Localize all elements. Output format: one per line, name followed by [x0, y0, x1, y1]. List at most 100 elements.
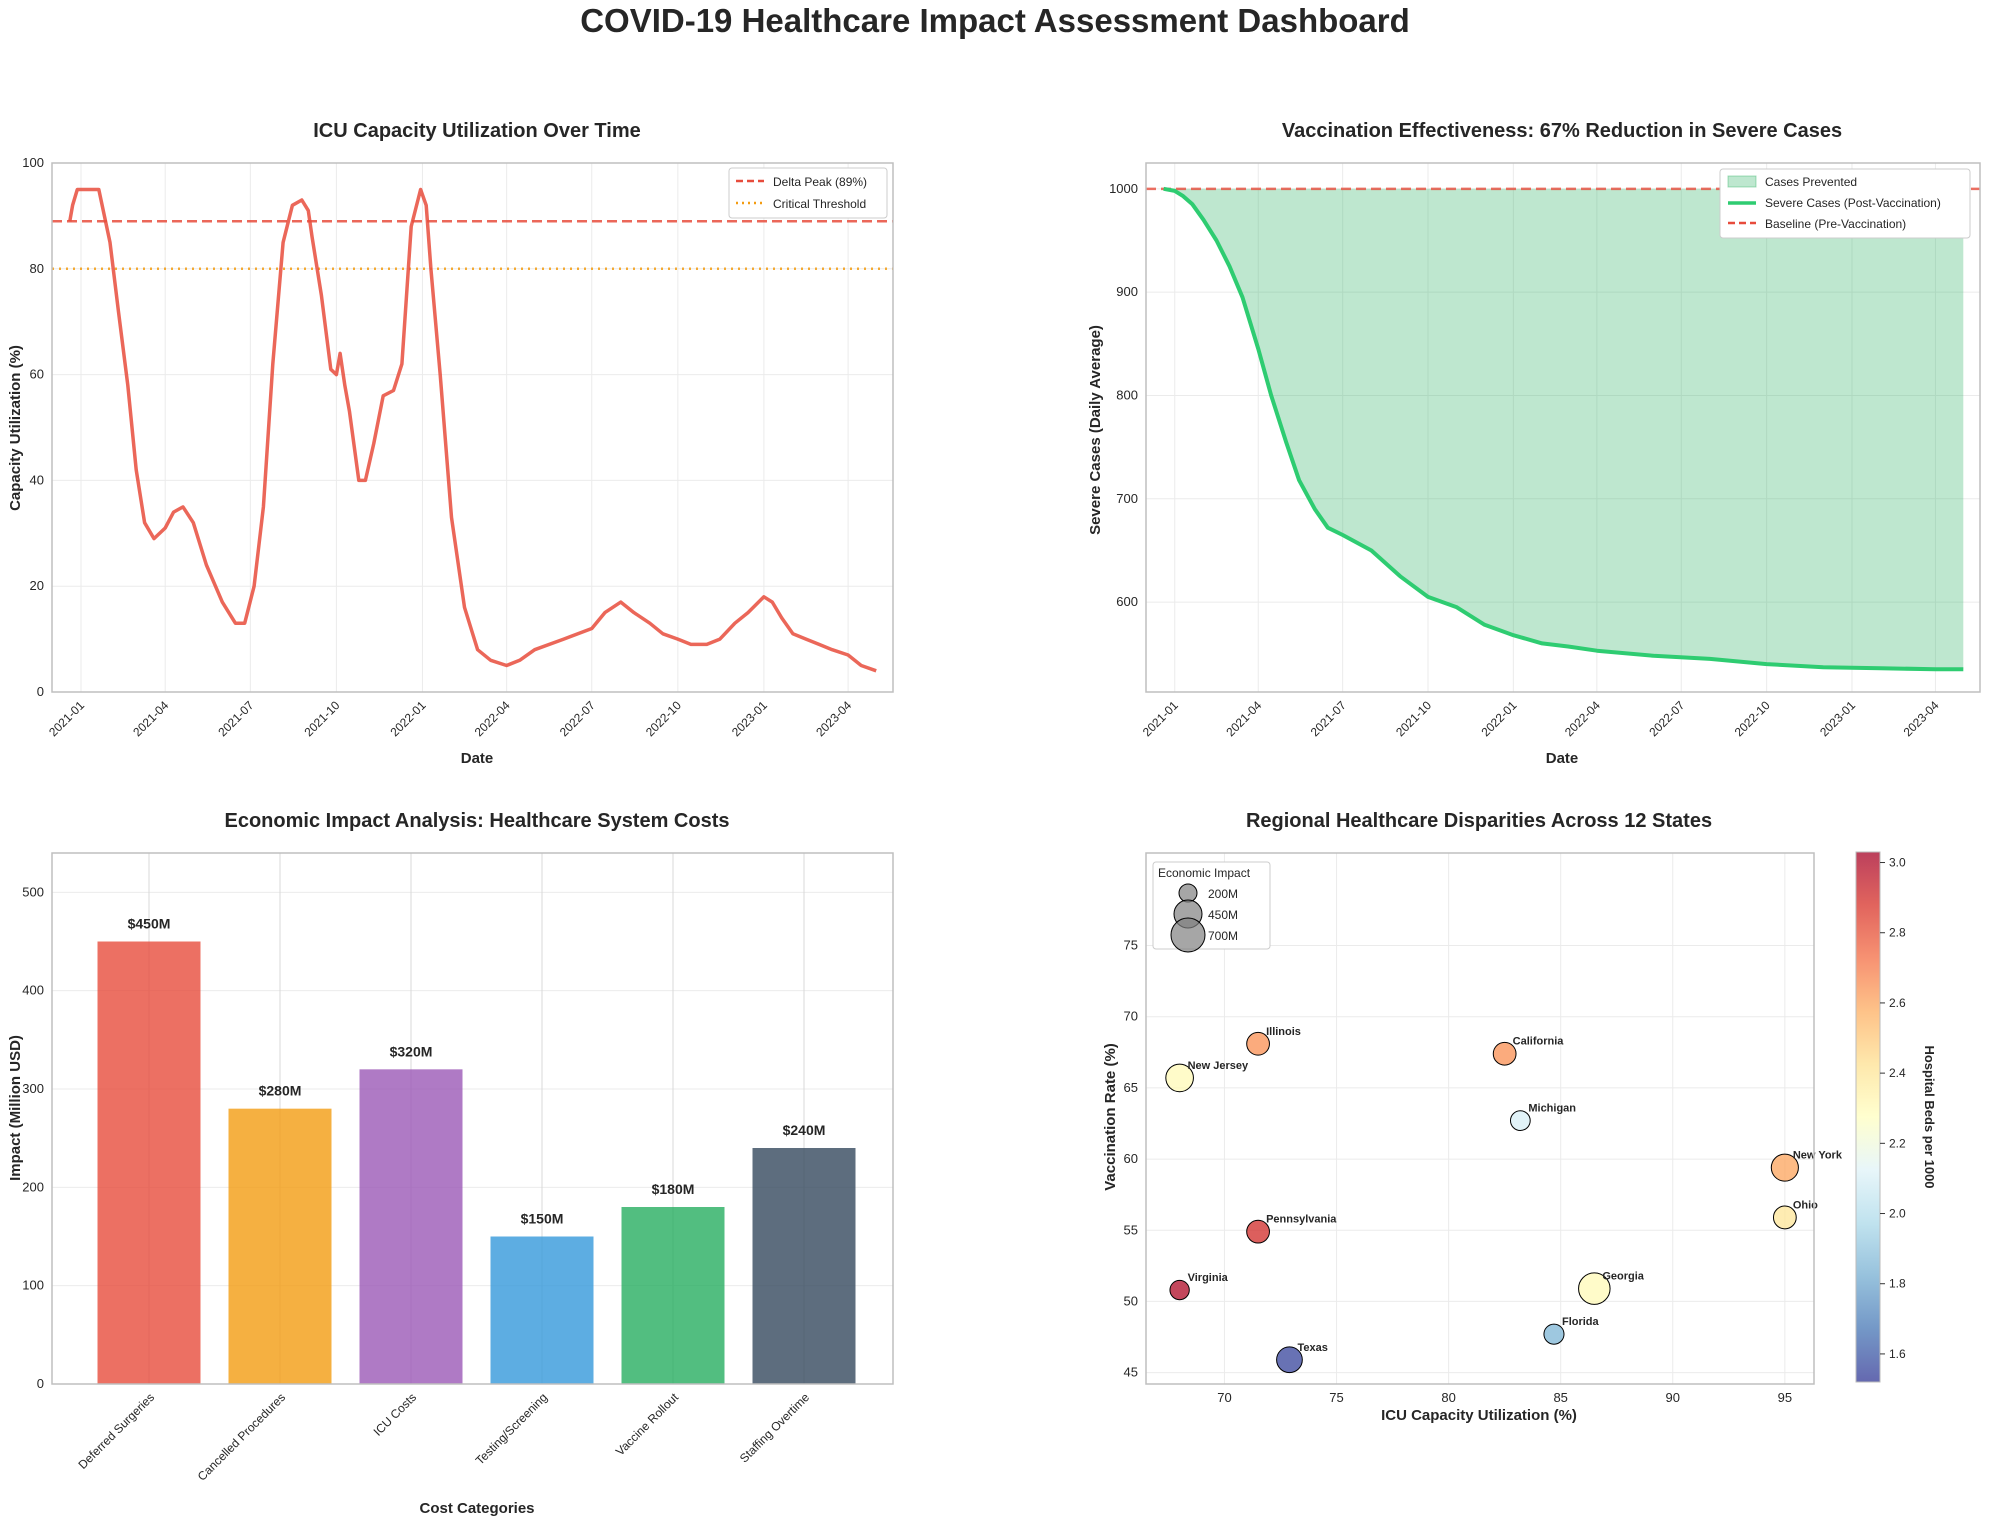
state-marker: [1492, 1041, 1517, 1066]
state-label: Illinois: [1266, 1026, 1301, 1038]
vacc-y-tick-label: 1000: [1109, 181, 1138, 196]
state-marker: [1169, 1279, 1190, 1301]
state-marker: [1543, 1323, 1565, 1345]
regional-x-tick-label: 80: [1441, 1390, 1455, 1405]
icu-y-tick-label: 60: [30, 367, 44, 382]
vacc-legend-line-label: Severe Cases (Post-Vaccination): [1765, 196, 1941, 210]
icu-legend-frame: [728, 167, 888, 219]
state-label: Michigan: [1528, 1103, 1576, 1115]
size-legend-label-small: 200M: [1208, 887, 1238, 901]
state-label: Virginia: [1188, 1272, 1229, 1284]
state-label: New Jersey: [1188, 1060, 1249, 1072]
econ-y-tick-label: 500: [22, 884, 44, 899]
state-label: New York: [1793, 1150, 1843, 1162]
econ-y-tick-label: 0: [37, 1376, 44, 1391]
colorbar-tick-label: 2.8: [1889, 926, 1906, 940]
regional-x-tick-label: 90: [1666, 1390, 1680, 1405]
icu-y-tick-label: 100: [22, 155, 44, 170]
vacc-x-axis-label: Date: [1546, 750, 1579, 767]
colorbar-tick-label: 1.6: [1889, 1347, 1906, 1361]
cost-bar: [752, 1148, 856, 1384]
cases-prevented-area: [1163, 188, 1964, 670]
vacc-legend-fill-swatch: [1727, 175, 1757, 188]
vacc-y-axis-label: Severe Cases (Daily Average): [1087, 325, 1104, 535]
cost-bar-value-label: $180M: [652, 1181, 695, 1197]
state-marker: [1509, 1110, 1531, 1131]
regional-chart-title: Regional Healthcare Disparities Across 1…: [1246, 810, 1712, 832]
colorbar-tick-label: 2.2: [1889, 1136, 1906, 1150]
regional-x-tick-label: 95: [1778, 1390, 1792, 1405]
regional-plot-frame: [1145, 852, 1815, 1385]
cost-bar-value-label: $240M: [783, 1122, 826, 1138]
regional-y-tick-label: 65: [1124, 1080, 1138, 1095]
colorbar-tick-label: 2.0: [1889, 1207, 1906, 1221]
regional-y-tick-label: 45: [1124, 1365, 1138, 1380]
econ-chart-title: Economic Impact Analysis: Healthcare Sys…: [225, 810, 730, 832]
cost-bar: [359, 1069, 463, 1384]
dashboard-title: COVID-19 Healthcare Impact Assessment Da…: [580, 2, 1410, 39]
cost-bar-value-label: $450M: [128, 916, 171, 932]
regional-x-tick-label: 75: [1329, 1390, 1343, 1405]
size-legend-label-large: 700M: [1208, 929, 1238, 943]
state-marker: [1246, 1031, 1270, 1056]
vacc-y-tick-label: 800: [1116, 387, 1138, 402]
icu-y-tick-label: 40: [30, 472, 44, 487]
regional-y-tick-label: 55: [1124, 1222, 1138, 1237]
econ-y-tick-label: 200: [22, 1179, 44, 1194]
vacc-legend-fill-label: Cases Prevented: [1765, 175, 1857, 189]
state-label: Texas: [1297, 1342, 1327, 1354]
state-label: Florida: [1562, 1316, 1600, 1328]
state-marker: [1165, 1063, 1194, 1093]
size-legend-title: Economic Impact: [1158, 866, 1251, 880]
vacc-plot-frame: [1145, 162, 1981, 693]
size-legend-marker-small: [1178, 883, 1198, 903]
cost-bar-value-label: $280M: [259, 1083, 302, 1099]
colorbar-tick-label: 2.6: [1889, 996, 1906, 1010]
regional-y-tick-label: 50: [1124, 1293, 1138, 1308]
regional-y-tick-label: 75: [1124, 938, 1138, 953]
state-label: Georgia: [1602, 1271, 1644, 1283]
icu-legend: Delta Peak (89%) Critical Threshold: [728, 167, 888, 219]
vacc-legend-frame: [1719, 168, 1971, 239]
icu-y-tick-label: 0: [37, 684, 44, 699]
state-label: California: [1513, 1036, 1565, 1048]
size-legend-marker-large: [1170, 917, 1206, 953]
colorbar-tick-label: 2.4: [1889, 1066, 1906, 1080]
icu-y-tick-label: 20: [30, 578, 44, 593]
regional-y-axis-label: Vaccination Rate (%): [1102, 1043, 1119, 1191]
cost-bar-value-label: $150M: [521, 1211, 564, 1227]
regional-x-tick-label: 70: [1217, 1390, 1231, 1405]
econ-y-tick-label: 100: [22, 1278, 44, 1293]
icu-y-tick-label: 80: [30, 261, 44, 276]
size-legend-label-medium: 450M: [1208, 908, 1238, 922]
state-label: Ohio: [1793, 1199, 1818, 1211]
state-marker: [1578, 1272, 1611, 1305]
icu-legend-delta-label: Delta Peak (89%): [773, 175, 867, 189]
vacc-y-tick-label: 600: [1116, 594, 1138, 609]
colorbar-tick-label: 1.8: [1889, 1277, 1906, 1291]
cost-bar: [490, 1236, 594, 1384]
regional-y-tick-label: 70: [1124, 1009, 1138, 1024]
cost-bar-value-label: $320M: [390, 1043, 433, 1059]
severe-cases-line: [1163, 186, 1964, 672]
cost-bar: [621, 1207, 725, 1384]
vacc-legend-baseline-label: Baseline (Pre-Vaccination): [1765, 217, 1906, 231]
regional-x-tick-label: 85: [1553, 1390, 1567, 1405]
colorbar-label: Hospital Beds per 1000: [1922, 1045, 1937, 1188]
state-marker: [1772, 1205, 1797, 1230]
icu-legend-threshold-label: Critical Threshold: [773, 197, 866, 211]
vacc-chart-title: Vaccination Effectiveness: 67% Reduction…: [1282, 120, 1842, 142]
econ-y-axis-label: Impact (Million USD): [7, 1035, 24, 1181]
size-legend: Economic Impact 200M 450M 700M: [1152, 861, 1271, 953]
icu-utilization-line: [68, 187, 877, 673]
econ-y-tick-label: 300: [22, 1081, 44, 1096]
colorbar-tick-label: 3.0: [1889, 856, 1906, 870]
icu-x-axis-label: Date: [461, 750, 494, 767]
cost-bar: [97, 941, 201, 1384]
cost-bar: [228, 1108, 332, 1384]
state-marker: [1770, 1153, 1799, 1182]
state-marker: [1276, 1346, 1303, 1374]
